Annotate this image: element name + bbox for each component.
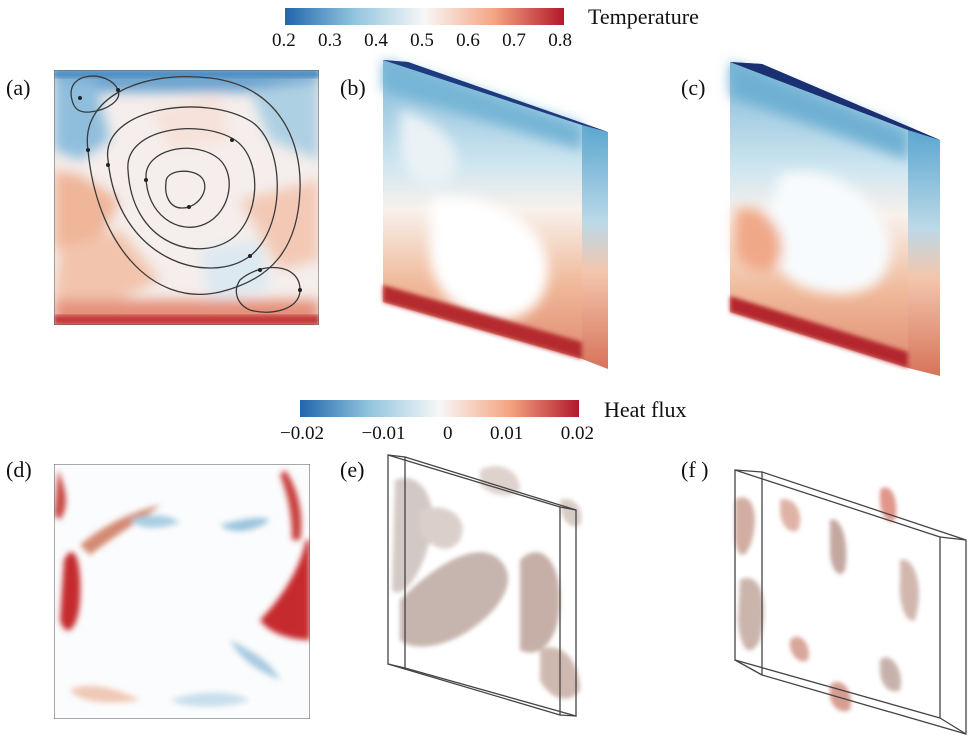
heatflux-colorbar-gradient xyxy=(300,400,579,417)
heatflux-tick: −0.01 xyxy=(361,423,406,444)
temperature-colorbar-title: Temperature xyxy=(588,4,699,29)
heatflux-colorbar xyxy=(300,400,579,417)
panel-label-f: (f ) xyxy=(681,457,709,482)
panel-f-heatflux-isosurfaces xyxy=(734,469,967,735)
temperature-colorbar-gradient xyxy=(285,8,564,25)
temperature-tick: 0.7 xyxy=(502,30,526,51)
temperature-tick: 0.2 xyxy=(272,30,296,51)
temperature-tick: 0.6 xyxy=(456,30,480,51)
panel-b-temperature-volume xyxy=(383,60,608,369)
panel-label-c: (c) xyxy=(681,75,706,100)
heatflux-tick: 0.02 xyxy=(560,423,594,444)
temperature-tick: 0.3 xyxy=(318,30,342,51)
panel-a-temperature-slice xyxy=(54,70,319,325)
temperature-colorbar-ticks: 0.2 0.3 0.4 0.5 0.6 0.7 0.8 xyxy=(272,30,572,52)
panel-c-temperature-volume xyxy=(730,62,940,376)
panel-label-d: (d) xyxy=(6,457,32,482)
temperature-colorbar xyxy=(285,8,564,25)
heatflux-tick: −0.02 xyxy=(280,423,324,444)
heatflux-colorbar-title: Heat flux xyxy=(604,397,687,422)
temperature-tick: 0.8 xyxy=(548,30,572,51)
panel-label-e: (e) xyxy=(340,457,365,482)
temperature-tick: 0.4 xyxy=(364,30,388,51)
heatflux-tick: 0 xyxy=(442,423,453,444)
heatflux-colorbar-ticks: −0.02 −0.01 0 0.01 0.02 xyxy=(280,423,594,445)
temperature-tick: 0.5 xyxy=(410,30,434,51)
panel-e-heatflux-isosurfaces xyxy=(387,454,582,717)
panel-d-heatflux-slice xyxy=(54,464,310,719)
panel-label-b: (b) xyxy=(340,75,366,100)
panel-label-a: (a) xyxy=(6,75,31,100)
heatflux-tick: 0.01 xyxy=(489,423,524,444)
